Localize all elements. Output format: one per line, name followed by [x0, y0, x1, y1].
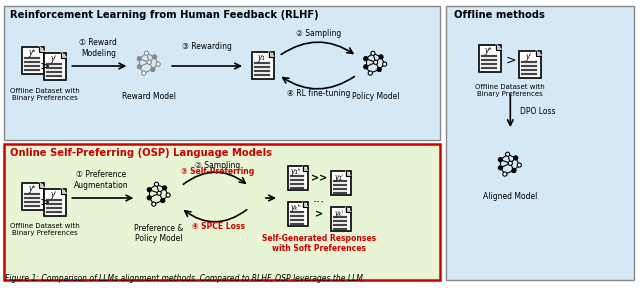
Circle shape [383, 62, 387, 66]
Circle shape [161, 198, 165, 202]
Circle shape [137, 57, 141, 61]
Circle shape [508, 161, 513, 165]
Circle shape [499, 158, 502, 162]
Circle shape [157, 191, 161, 195]
Text: Reward Model: Reward Model [122, 92, 176, 101]
Text: yʰ: yʰ [484, 46, 492, 55]
Text: Policy Model: Policy Model [352, 92, 399, 101]
Circle shape [503, 172, 507, 176]
Text: DPO Loss: DPO Loss [520, 107, 556, 115]
Circle shape [137, 65, 141, 69]
FancyBboxPatch shape [288, 202, 308, 226]
Text: y₁ʰ: y₁ʰ [291, 168, 301, 177]
Circle shape [166, 193, 170, 197]
FancyBboxPatch shape [4, 144, 440, 280]
Text: yˡ: yˡ [51, 190, 56, 199]
FancyBboxPatch shape [331, 171, 351, 195]
FancyBboxPatch shape [479, 45, 501, 71]
Text: yʰ: yʰ [28, 184, 35, 193]
Text: Figure 1: Comparison of LLMs alignment methods. Compared to RLHF, OSP leverages : Figure 1: Comparison of LLMs alignment m… [4, 274, 362, 283]
Text: Offline Dataset with
Binary Preferences: Offline Dataset with Binary Preferences [10, 223, 79, 236]
Circle shape [154, 182, 159, 186]
FancyBboxPatch shape [252, 52, 274, 79]
FancyBboxPatch shape [519, 50, 541, 77]
Text: Reinforcement Learning from Human Feedback (RLHF): Reinforcement Learning from Human Feedba… [10, 10, 318, 20]
Circle shape [364, 65, 368, 69]
Text: Online Self-Preferring (OSP) Language Models: Online Self-Preferring (OSP) Language Mo… [10, 148, 271, 158]
Circle shape [150, 67, 155, 72]
Polygon shape [303, 166, 308, 171]
Text: yₖˡ: yₖˡ [334, 209, 343, 217]
FancyBboxPatch shape [22, 46, 44, 73]
Polygon shape [40, 183, 44, 187]
Circle shape [147, 60, 151, 65]
Circle shape [371, 51, 375, 55]
Text: ③ Self-Preferring: ③ Self-Preferring [181, 167, 255, 176]
Text: >: > [39, 196, 50, 209]
Polygon shape [269, 52, 274, 56]
Circle shape [147, 196, 151, 200]
FancyBboxPatch shape [44, 52, 67, 79]
Circle shape [512, 168, 516, 173]
Circle shape [141, 71, 146, 75]
Circle shape [374, 60, 378, 65]
Text: yₖʰ: yₖʰ [291, 204, 301, 213]
Circle shape [377, 67, 381, 72]
Text: >>: >> [310, 173, 327, 183]
Text: ④ SPCE Loss: ④ SPCE Loss [191, 222, 244, 231]
Circle shape [499, 166, 502, 170]
Text: y₁ˡ: y₁ˡ [334, 173, 343, 181]
Polygon shape [346, 171, 351, 176]
Circle shape [506, 152, 509, 156]
Text: Offline Dataset with
Binary Preferences: Offline Dataset with Binary Preferences [476, 84, 545, 97]
Text: ...: ... [313, 192, 324, 204]
Polygon shape [61, 52, 67, 58]
Text: y₁: y₁ [257, 53, 265, 62]
Text: yˡ: yˡ [525, 52, 531, 61]
FancyBboxPatch shape [22, 183, 44, 209]
Polygon shape [346, 207, 351, 212]
Polygon shape [61, 189, 67, 194]
Text: >: > [506, 54, 516, 67]
Text: Preference &
Policy Model: Preference & Policy Model [134, 224, 184, 243]
Text: ④ RL fine-tuning: ④ RL fine-tuning [287, 89, 351, 98]
Circle shape [147, 187, 151, 192]
Circle shape [514, 156, 518, 160]
Text: ③ Rewarding: ③ Rewarding [182, 42, 232, 51]
Text: >: > [315, 209, 323, 219]
Text: yʰ: yʰ [28, 48, 35, 57]
FancyBboxPatch shape [4, 6, 440, 140]
Text: Offline Dataset with
Binary Preferences: Offline Dataset with Binary Preferences [10, 88, 79, 101]
Text: Aligned Model: Aligned Model [483, 192, 538, 201]
Text: >: > [39, 60, 50, 73]
Circle shape [152, 55, 157, 59]
Text: yˡ: yˡ [51, 54, 56, 63]
Text: ② Sampling: ② Sampling [296, 29, 341, 38]
Circle shape [163, 186, 166, 190]
Circle shape [364, 57, 368, 61]
Text: ① Preference
Augmentation: ① Preference Augmentation [74, 170, 129, 190]
Polygon shape [40, 46, 44, 52]
FancyBboxPatch shape [288, 166, 308, 190]
Circle shape [517, 163, 522, 167]
FancyBboxPatch shape [44, 189, 67, 215]
Circle shape [379, 55, 383, 59]
Polygon shape [497, 45, 501, 50]
FancyBboxPatch shape [447, 6, 634, 280]
Circle shape [156, 62, 160, 66]
Text: Self-Generated Responses
with Soft Preferences: Self-Generated Responses with Soft Prefe… [262, 234, 376, 253]
FancyBboxPatch shape [331, 207, 351, 231]
Circle shape [145, 51, 148, 55]
Circle shape [152, 202, 156, 206]
Polygon shape [303, 202, 308, 207]
Text: Offline methods: Offline methods [454, 10, 545, 20]
Text: ② Sampling: ② Sampling [195, 161, 241, 170]
Text: ① Reward
Modeling: ① Reward Modeling [79, 38, 117, 58]
Polygon shape [536, 50, 541, 56]
Circle shape [368, 71, 372, 75]
